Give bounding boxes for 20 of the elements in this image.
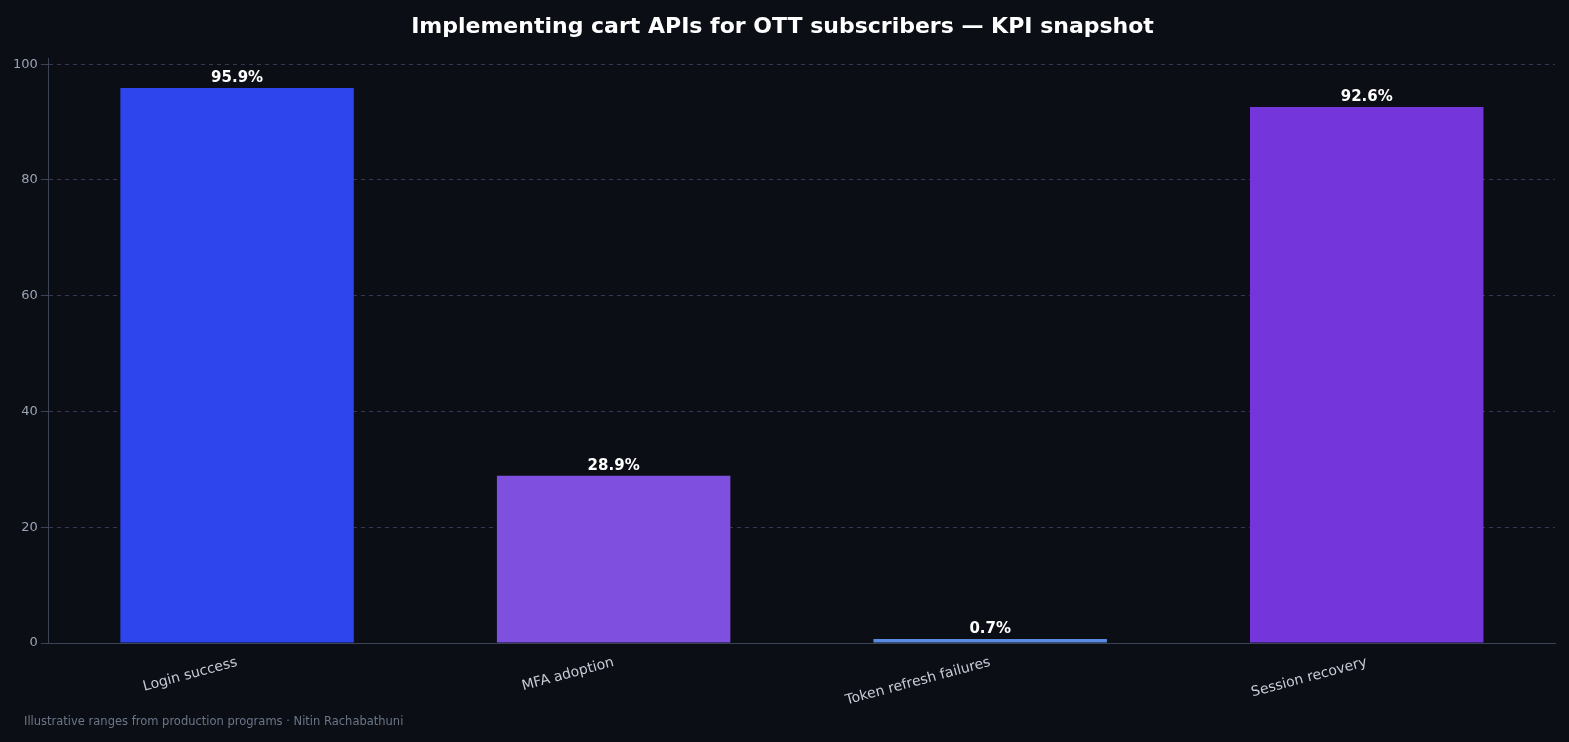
bar: [873, 639, 1107, 643]
x-tick-label: Token refresh failures: [842, 653, 992, 708]
y-tick-label: 100: [12, 55, 38, 71]
data-label: 92.6%: [1340, 87, 1393, 106]
y-tick-label: 80: [21, 171, 38, 187]
x-tick-label: Login success: [140, 653, 239, 694]
y-tick-label: 0: [29, 634, 38, 650]
data-label: 0.7%: [969, 619, 1011, 638]
bar: [120, 87, 354, 643]
data-label: 95.9%: [211, 68, 264, 87]
x-tick-label: Session recovery: [1249, 653, 1369, 700]
y-tick-label: 40: [21, 402, 38, 418]
bar: [496, 475, 731, 643]
y-tick-label: 60: [21, 287, 38, 303]
data-label: 28.9%: [587, 456, 640, 475]
x-tick-label: MFA adoption: [519, 653, 616, 694]
bar: [1250, 107, 1484, 643]
y-tick-label: 20: [21, 518, 38, 534]
chart-title: Implementing cart APIs for OTT subscribers — KPI snapshot: [411, 12, 1155, 38]
text: Illustrative ranges from production programs · Nitin Rachabathuni: [24, 714, 404, 729]
